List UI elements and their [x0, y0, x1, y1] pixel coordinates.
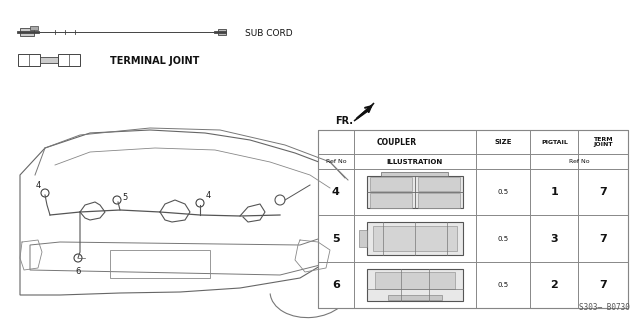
Bar: [373, 226, 457, 251]
Bar: [367, 269, 462, 301]
Bar: [531, 155, 578, 169]
Bar: [370, 193, 412, 208]
Bar: [382, 172, 448, 176]
Text: 4: 4: [332, 187, 340, 197]
Polygon shape: [354, 103, 374, 121]
Bar: [40, 57, 58, 63]
Text: 6: 6: [332, 280, 340, 290]
Text: 4: 4: [36, 180, 41, 189]
Text: TERMINAL JOINT: TERMINAL JOINT: [110, 56, 199, 66]
Text: Ref No: Ref No: [326, 159, 346, 164]
Bar: [110, 250, 210, 278]
Bar: [418, 193, 460, 208]
Bar: [359, 230, 367, 247]
Bar: [20, 28, 34, 36]
Text: 5: 5: [122, 194, 127, 203]
Text: 0.5: 0.5: [497, 282, 509, 288]
Text: 2: 2: [550, 280, 558, 290]
Text: 5: 5: [332, 234, 340, 244]
Text: 0.5: 0.5: [497, 189, 509, 195]
Bar: [388, 295, 441, 300]
Text: 7: 7: [599, 280, 607, 290]
Text: S303– B0730: S303– B0730: [579, 303, 630, 312]
Bar: [218, 29, 226, 35]
Bar: [30, 26, 38, 30]
Text: FR.: FR.: [335, 116, 353, 126]
Text: SIZE: SIZE: [494, 139, 512, 145]
Text: 3: 3: [550, 234, 558, 244]
Bar: [367, 222, 462, 255]
Text: 7: 7: [599, 187, 607, 197]
Bar: [370, 177, 412, 191]
Bar: [375, 272, 455, 289]
Bar: [18, 54, 40, 66]
Bar: [367, 176, 462, 209]
Bar: [318, 130, 628, 308]
Text: 0.5: 0.5: [497, 236, 509, 242]
Text: COUPLER: COUPLER: [377, 138, 417, 147]
Text: SUB CORD: SUB CORD: [245, 28, 292, 37]
Text: TERM
JOINT: TERM JOINT: [594, 137, 613, 148]
Text: ILLUSTRATION: ILLUSTRATION: [387, 159, 443, 164]
Bar: [418, 177, 460, 191]
Text: Ref No: Ref No: [569, 159, 589, 164]
Text: 7: 7: [599, 234, 607, 244]
Text: 6: 6: [75, 268, 81, 276]
Text: PIGTAIL: PIGTAIL: [541, 140, 568, 145]
Text: 4: 4: [205, 190, 211, 199]
Text: 1: 1: [550, 187, 558, 197]
Bar: [58, 54, 80, 66]
